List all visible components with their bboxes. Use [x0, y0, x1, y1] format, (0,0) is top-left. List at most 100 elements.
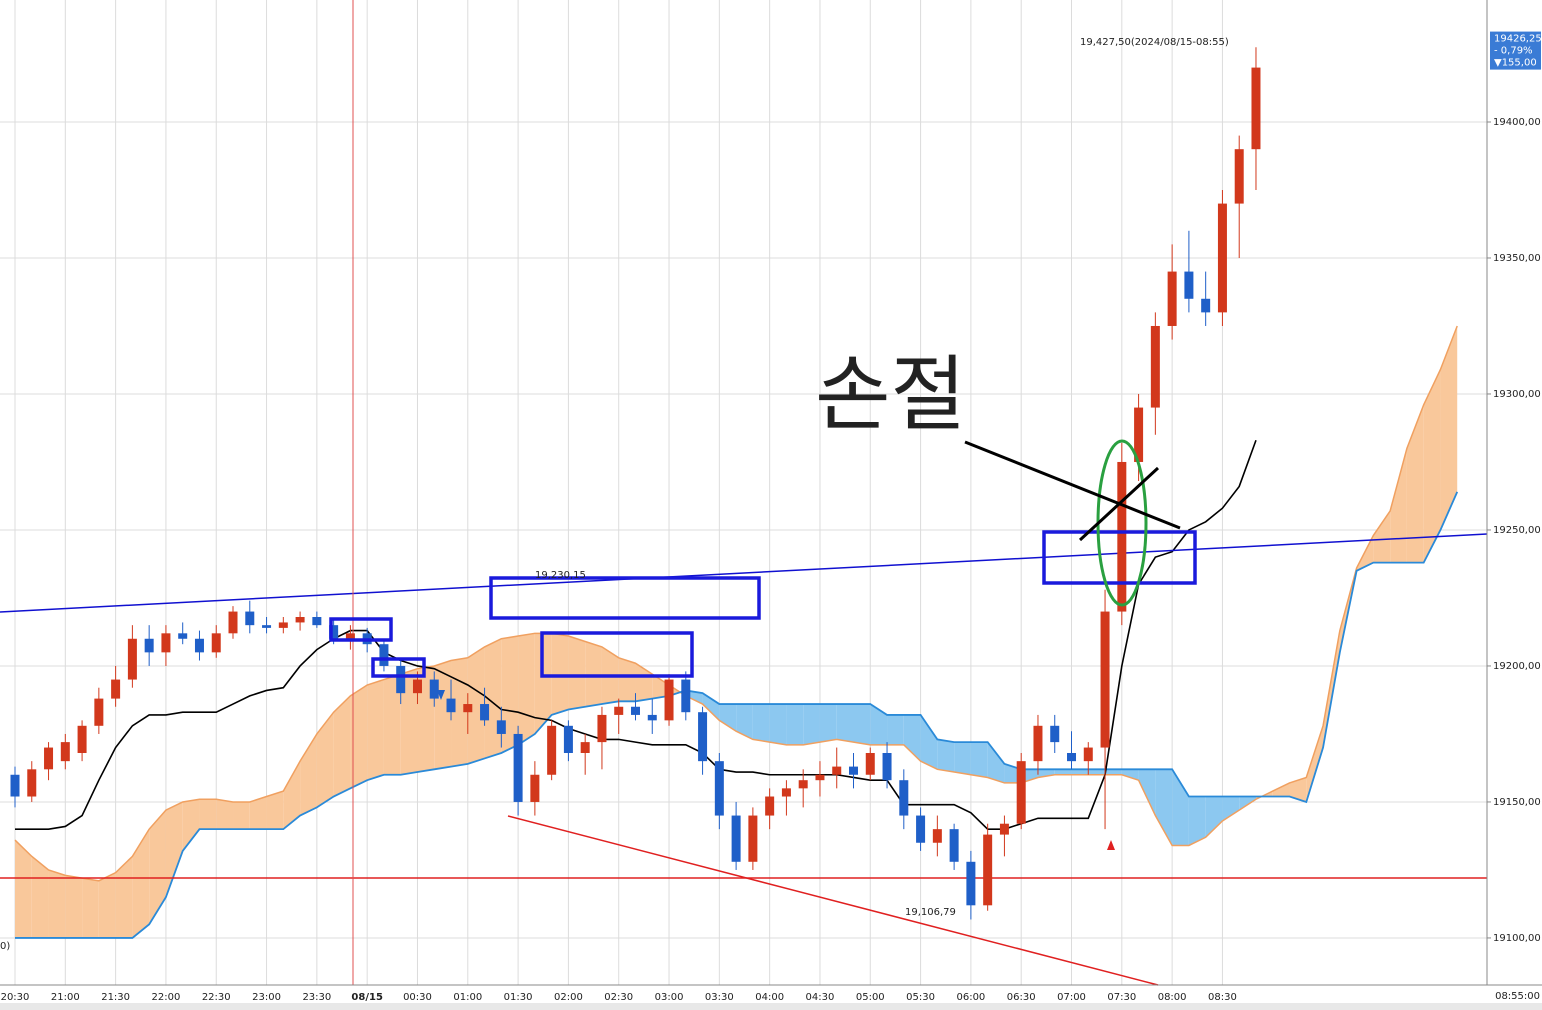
- candle-body: [815, 774, 825, 781]
- cloud-segment: [836, 704, 854, 743]
- cloud-segment: [1088, 769, 1106, 775]
- y-tick-label: 19300,00: [1493, 389, 1541, 400]
- candle-body: [698, 712, 708, 762]
- trend-line: [507, 815, 1159, 986]
- candle-body: [1016, 761, 1026, 824]
- candle-body: [882, 752, 892, 781]
- candle-body: [144, 638, 154, 653]
- kijun-line: [15, 439, 1257, 830]
- cloud-segment: [182, 799, 200, 851]
- cloud-segment: [165, 801, 183, 898]
- candle-body: [1067, 752, 1077, 762]
- candle-body: [178, 633, 188, 639]
- candle-body: [1184, 271, 1194, 299]
- y-tick-label: 19350,00: [1493, 253, 1541, 264]
- cloud-segment: [970, 742, 988, 778]
- candle-body: [664, 679, 674, 721]
- cloud-segment: [1272, 782, 1290, 797]
- x-tick-label: 01:30: [504, 992, 533, 1003]
- box: [540, 631, 694, 678]
- cloud-segment: [98, 872, 116, 938]
- candle-body: [77, 725, 87, 753]
- cloud-segment: [1306, 725, 1324, 802]
- candle-body: [630, 706, 640, 715]
- x-tick-label: 03:30: [705, 992, 734, 1003]
- candle-body: [832, 766, 842, 775]
- cloud-segment: [15, 840, 32, 938]
- candle-body: [748, 815, 758, 862]
- candle-body: [10, 774, 20, 797]
- box: [371, 657, 426, 678]
- x-tick-label: 08:30: [1208, 992, 1237, 1003]
- candle-body: [1134, 407, 1144, 462]
- cloud-segment: [1121, 769, 1139, 781]
- x-tick-label: 22:30: [202, 992, 231, 1003]
- candle-body: [27, 769, 37, 797]
- cloud-segment: [618, 657, 636, 702]
- cloud-segment: [451, 657, 468, 767]
- x-tick-label: 22:00: [152, 992, 181, 1003]
- candle-body: [714, 761, 724, 816]
- x-tick-label: 05:30: [906, 992, 935, 1003]
- candle-body: [396, 665, 406, 694]
- candle-body: [312, 617, 322, 626]
- cloud-segment: [149, 810, 166, 925]
- candle-body: [295, 617, 305, 623]
- y-tick-label: 19150,00: [1493, 797, 1541, 808]
- candle-body: [916, 815, 926, 843]
- cloud-segment: [870, 704, 888, 745]
- cloud-segment: [383, 674, 401, 775]
- sell-arrow: [437, 690, 445, 700]
- cloud-segment: [333, 695, 351, 797]
- candle-body: [111, 679, 121, 699]
- x-tick-label: 06:30: [1007, 992, 1036, 1003]
- cloud-segment: [1423, 369, 1441, 563]
- candle-body: [228, 611, 238, 634]
- candle-body: [1234, 149, 1244, 204]
- x-tick-label: 21:30: [101, 992, 130, 1003]
- cloud-segment: [719, 704, 737, 732]
- cloud-segment: [786, 704, 804, 745]
- candle-body: [329, 625, 339, 639]
- candle-body: [1117, 461, 1127, 612]
- x-tick-label: 02:30: [604, 992, 633, 1003]
- last-price-box: [1490, 31, 1541, 70]
- span-b-line: [15, 491, 1459, 939]
- x-tick-label: 05:00: [856, 992, 885, 1003]
- cloud-segment: [534, 633, 552, 734]
- cloud-segment: [1373, 510, 1391, 563]
- candle-body: [614, 706, 624, 715]
- candle-body: [530, 774, 540, 802]
- cloud-segment: [585, 641, 602, 707]
- x-end-label: 08:55:00: [1495, 991, 1540, 1002]
- cloud-segment: [920, 714, 938, 770]
- cloud-segment: [233, 801, 250, 830]
- candle-body: [798, 780, 808, 789]
- candle-body: [480, 704, 490, 721]
- x-tick-label: 21:00: [51, 992, 80, 1003]
- x-tick-label: 00:30: [403, 992, 432, 1003]
- scrollbar: [0, 1003, 1542, 1010]
- candle-body: [949, 829, 959, 862]
- box-label: 19,230,15: [535, 570, 586, 581]
- ichimoku-cloud: [15, 325, 1458, 938]
- x-tick-label: 08:00: [1158, 992, 1187, 1003]
- candle-body: [1150, 325, 1160, 408]
- x-tick-label: 04:00: [755, 992, 784, 1003]
- box: [489, 576, 761, 620]
- cloud-segment: [1440, 325, 1458, 530]
- high-label: 19,427,50(2024/08/15-08:55): [1080, 37, 1229, 48]
- cloud-segment: [702, 693, 720, 721]
- cloud-segment: [1289, 777, 1307, 802]
- candle-body: [1217, 203, 1227, 313]
- last-price-label: 19426,25: [1494, 34, 1542, 45]
- cloud-segment: [65, 875, 83, 938]
- cloud-segment: [769, 704, 787, 745]
- x-tick-label: 08/15: [351, 992, 383, 1003]
- span-a-line: [14, 325, 1458, 882]
- candle-body: [412, 679, 422, 694]
- cloud-segment: [316, 712, 334, 808]
- candle-body: [1100, 611, 1110, 748]
- cloud-segment: [31, 856, 49, 938]
- candle-body: [60, 742, 70, 762]
